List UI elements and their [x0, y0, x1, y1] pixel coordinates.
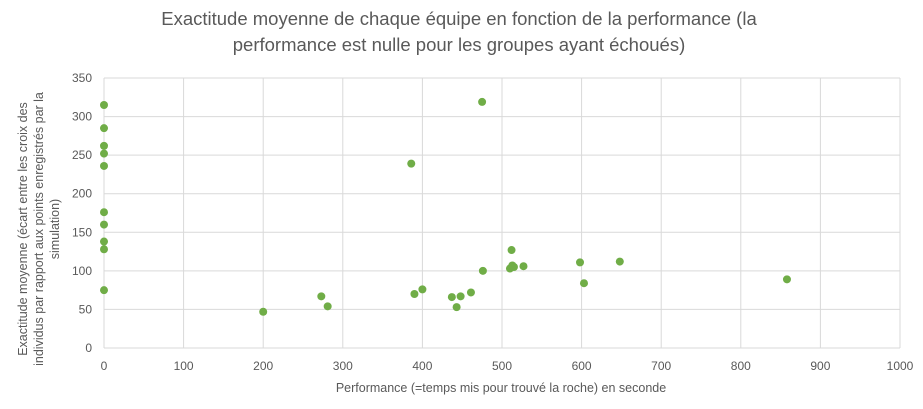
x-tick-label: 600 [572, 359, 592, 373]
y-tick-label: 50 [79, 302, 93, 316]
y-tick-label: 150 [72, 225, 92, 239]
x-tick-label: 800 [731, 359, 751, 373]
data-point [317, 292, 326, 301]
data-point [478, 266, 487, 275]
data-point [466, 288, 475, 297]
data-point [418, 285, 427, 294]
data-point [100, 141, 108, 150]
y-tick-label: 100 [72, 264, 92, 278]
x-tick-label: 300 [333, 359, 353, 373]
data-point [456, 292, 465, 301]
y-axis-label-line-3: simulation) [48, 199, 62, 259]
data-point [323, 302, 332, 311]
y-tick-label: 0 [85, 341, 92, 355]
data-point [100, 161, 108, 170]
y-axis-label-line-1: Exactitude moyenne (écart entre les croi… [16, 102, 30, 356]
x-tick-label: 500 [492, 359, 512, 373]
y-tick-label: 350 [72, 71, 92, 85]
data-point [782, 275, 791, 284]
data-point [509, 263, 518, 271]
data-point [100, 124, 108, 133]
data-point [478, 97, 487, 106]
gridlines [103, 77, 901, 349]
x-tick-label: 0 [101, 359, 108, 373]
y-tick-label: 300 [72, 110, 92, 124]
data-point [507, 246, 516, 255]
chart-title-line-1: Exactitude moyenne de chaque équipe en f… [161, 8, 757, 29]
data-point [100, 220, 108, 229]
data-point [579, 279, 588, 288]
data-points [100, 97, 791, 316]
x-axis-ticks: 0 100 200 300 400 500 600 700 800 900 1000 [101, 359, 914, 373]
x-tick-label: 400 [412, 359, 432, 373]
data-point [519, 262, 528, 271]
y-axis-ticks: 0 50 100 150 200 250 300 350 [72, 71, 92, 355]
x-tick-label: 100 [174, 359, 194, 373]
y-tick-label: 250 [72, 148, 92, 162]
y-axis-label-line-2: individus par rapport aux points enregis… [32, 92, 46, 366]
data-point [100, 245, 108, 254]
data-point [259, 307, 268, 316]
y-tick-label: 200 [72, 187, 92, 201]
data-point [576, 258, 585, 267]
data-point [100, 149, 108, 158]
data-point [447, 293, 456, 302]
data-point [407, 159, 416, 168]
data-point [100, 101, 108, 109]
data-point [410, 290, 419, 298]
x-tick-label: 900 [810, 359, 830, 373]
data-point [615, 257, 624, 266]
x-tick-label: 200 [253, 359, 273, 373]
chart-title-line-2: performance est nulle pour les groupes a… [233, 34, 686, 55]
data-point [100, 286, 108, 295]
x-tick-label: 1000 [887, 359, 914, 373]
data-point [452, 303, 461, 312]
data-point [100, 208, 108, 217]
y-axis-label: Exactitude moyenne (écart entre les croi… [16, 92, 62, 366]
data-point [100, 237, 108, 246]
x-tick-label: 700 [651, 359, 671, 373]
x-axis-label: Performance (=temps mis pour trouvé la r… [336, 381, 666, 395]
